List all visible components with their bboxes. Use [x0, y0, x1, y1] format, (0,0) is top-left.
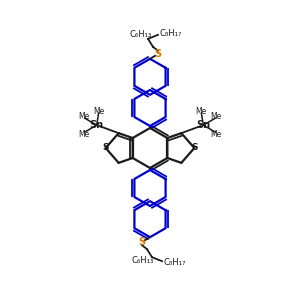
- Text: Me: Me: [211, 130, 222, 139]
- Text: C₆H₁₃: C₆H₁₃: [130, 30, 152, 39]
- Text: C₆H₁₃: C₆H₁₃: [132, 256, 154, 265]
- Text: S: S: [102, 143, 109, 152]
- Text: Me: Me: [211, 112, 222, 121]
- Text: S: S: [138, 237, 146, 247]
- Text: Me: Me: [196, 106, 207, 116]
- Text: S: S: [154, 49, 162, 59]
- Text: Me: Me: [78, 112, 89, 121]
- Text: S: S: [191, 143, 198, 152]
- Text: Sn: Sn: [196, 120, 210, 130]
- Text: Sn: Sn: [90, 120, 104, 130]
- Text: Me: Me: [78, 130, 89, 139]
- Text: Me: Me: [93, 106, 104, 116]
- Text: C₈H₁₇: C₈H₁₇: [164, 258, 186, 267]
- Text: C₈H₁₇: C₈H₁₇: [160, 29, 182, 38]
